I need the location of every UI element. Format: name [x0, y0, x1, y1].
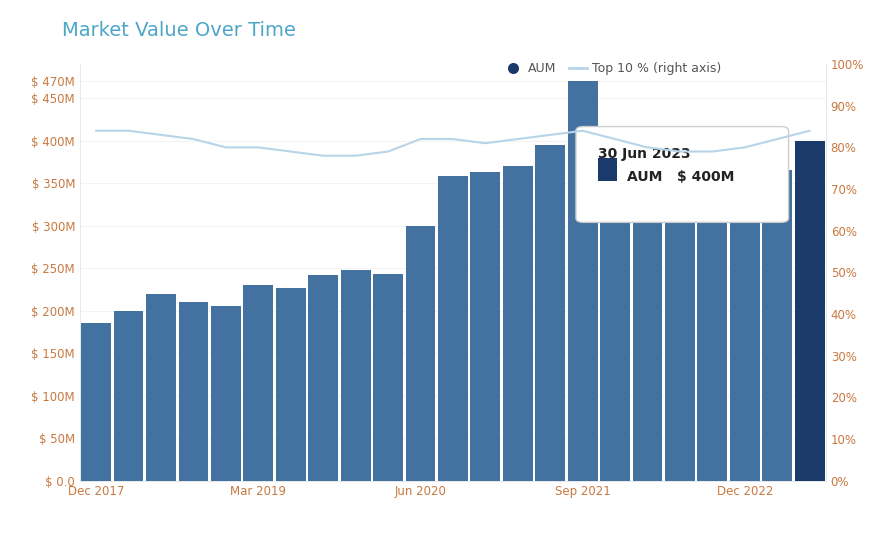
Bar [438, 176, 468, 481]
Text: AUM   $ 400M: AUM $ 400M [627, 170, 734, 184]
Bar [211, 307, 241, 481]
Bar [341, 270, 370, 481]
Bar [243, 285, 274, 481]
Bar [114, 311, 144, 481]
Bar [406, 225, 435, 481]
FancyBboxPatch shape [576, 127, 789, 222]
Bar [730, 183, 759, 481]
Bar [697, 205, 727, 481]
Bar [471, 172, 500, 481]
FancyBboxPatch shape [599, 158, 617, 180]
Bar [795, 140, 825, 481]
Bar [373, 274, 403, 481]
Bar [308, 275, 338, 481]
Bar [147, 294, 176, 481]
Bar [535, 145, 565, 481]
Legend: AUM, Top 10 % (right axis): AUM, Top 10 % (right axis) [503, 62, 722, 75]
Bar [81, 324, 111, 481]
Bar [665, 221, 694, 481]
Bar [503, 166, 533, 481]
Bar [632, 206, 662, 481]
Text: Market Value Over Time: Market Value Over Time [62, 21, 296, 41]
Text: 30 Jun 2023: 30 Jun 2023 [599, 147, 691, 161]
Bar [762, 170, 792, 481]
Bar [178, 302, 209, 481]
Bar [276, 288, 305, 481]
Bar [567, 81, 598, 481]
Bar [600, 142, 630, 481]
